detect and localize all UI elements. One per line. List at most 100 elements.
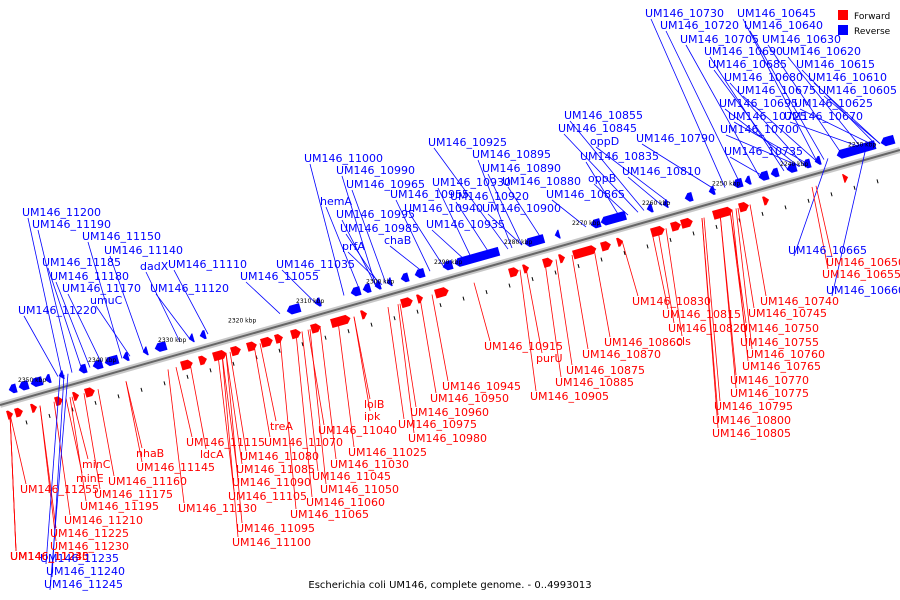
forward-gene-label: UM146_10815 [662,308,741,321]
reverse-gene-label: umuC [90,294,123,307]
minor-tick [508,283,511,288]
leader-line [431,229,467,262]
reverse-gene-label: UM146_11245 [44,578,123,591]
minor-tick [439,303,442,308]
forward-gene-label: UM146_11045 [312,470,391,483]
forward-gene-10 [246,341,257,352]
reverse-gene-1 [18,380,30,391]
forward-gene-28 [670,221,681,232]
leader-line [309,163,345,296]
forward-gene-label: UM146_10795 [714,400,793,413]
reverse-gene-label: UM146_11120 [150,282,229,295]
forward-gene-label: UM146_10830 [632,295,711,308]
tick-label: 2340 kbp [88,357,116,364]
leader-line [811,186,829,270]
reverse-gene-11 [188,333,195,343]
leader-line [799,108,875,146]
forward-gene-label: UM146_11085 [236,463,315,476]
legend: Forward Reverse [838,10,891,37]
reverse-gene-label: oppB [588,172,616,185]
leader-line [431,294,449,382]
leader-line [419,297,437,394]
reverse-gene-label: UM146_10640 [744,19,823,32]
minor-tick [600,257,603,262]
forward-gene-label: UM146_11255 [20,483,99,496]
reverse-gene-label: prfA [342,240,365,253]
leader-line [507,186,543,240]
forward-gene-2 [30,403,38,413]
forward-gene-23 [558,254,566,264]
leader-line [9,414,27,485]
forward-gene-32 [762,196,770,206]
reverse-gene-38 [836,140,877,159]
leader-line [189,363,207,450]
minor-tick [278,348,281,353]
reverse-gene-14 [314,297,322,307]
reverse-gene-0 [8,383,18,394]
leader-line [259,343,277,422]
leader-line [245,281,281,314]
reverse-gene-label: UM146_10920 [450,190,529,203]
reverse-gene-label: oppD [590,135,619,148]
minor-tick [209,368,212,373]
reverse-gene-5 [78,363,88,374]
reverse-gene-label: UM146_11170 [62,282,141,295]
leader-line [733,121,809,165]
reverse-gene-15 [350,286,362,297]
reverse-gene-label: UM146_11235 [40,552,119,565]
forward-gene-21 [522,264,530,274]
leader-line [657,230,675,324]
forward-gene-label: UM146_11090 [232,476,311,489]
leader-line [627,176,663,206]
leader-line [650,18,726,188]
leader-line [742,95,818,162]
forward-gene-label: UM146_11070 [264,436,343,449]
reverse-gene-35 [786,162,798,173]
minor-tick [117,394,120,399]
forward-gene-label: UM146_10760 [746,348,825,361]
reverse-gene-label: UM146_10845 [558,122,637,135]
leader-line [455,201,491,255]
tick-label: 2250 kbp [712,180,740,187]
leader-line [593,248,611,338]
leader-line [281,269,317,304]
tick-labels: 2350 kbp 2340 kbp 2330 kbp 2320 kbp 2310 kbp… [18,142,876,384]
reverse-gene-23 [524,234,546,248]
reverse-gene-9 [142,346,149,356]
minor-tick [485,290,488,295]
reverse-gene-30 [708,185,716,195]
forward-gene-15 [330,314,351,328]
minor-tick [140,387,143,392]
forward-gene-label: purU [536,352,563,365]
leader-line [621,240,639,297]
leader-line [109,255,145,353]
minor-tick [715,224,718,229]
leader-line [295,333,313,498]
forward-gene-11 [260,336,273,348]
leader-line [353,316,371,412]
reverse-gene-label: UM146_11220 [18,304,97,317]
leader-line [571,254,589,350]
minor-tick [462,296,465,301]
reverse-gene-label: UM146_11185 [42,256,121,269]
reverse-gene-39 [880,134,896,147]
leader-line [665,228,683,337]
forward-gene-label: UM146_10755 [740,336,819,349]
leader-line [555,259,573,366]
leader-line [815,185,833,258]
minor-tick [554,270,557,275]
leader-line [49,373,69,591]
reverse-gene-10 [154,341,168,352]
leader-line [175,367,193,438]
reverse-gene-label: chaB [384,234,411,247]
leader-line [319,326,337,460]
forward-gene-1 [14,407,23,418]
minor-tick [370,322,373,327]
forward-gene-19 [434,287,449,299]
reverse-gene-label: UM146_10690 [704,45,783,58]
leader-line [229,351,247,452]
leader-line [749,30,825,160]
leader-line [437,187,473,260]
legend-forward-label: Forward [854,12,890,22]
